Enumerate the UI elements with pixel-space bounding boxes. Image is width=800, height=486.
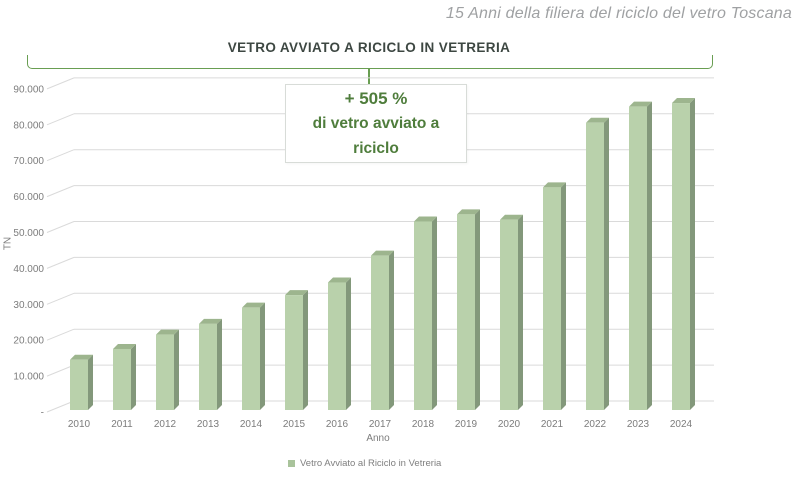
- gridline-depth-connector: [46, 256, 75, 269]
- legend-marker-square: [288, 460, 295, 467]
- brace-stem: [368, 68, 370, 85]
- x-tick-label-2013: 2013: [197, 419, 220, 430]
- x-tick-label-2018: 2018: [412, 419, 435, 430]
- y-tick-label: 30.000: [13, 300, 44, 311]
- annotation-line1: + 505 %: [344, 89, 408, 108]
- bar-2021: [543, 182, 566, 410]
- y-tick-label: 20.000: [13, 336, 44, 347]
- x-tick-label-2012: 2012: [154, 419, 177, 430]
- gridline-depth-connector: [46, 364, 75, 377]
- gridline-depth-connector: [46, 328, 75, 341]
- x-tick-label-2015: 2015: [283, 419, 306, 430]
- x-tick-label-2020: 2020: [498, 419, 521, 430]
- bar-2010: [70, 354, 93, 410]
- x-tick-label-2014: 2014: [240, 419, 263, 430]
- x-tick-label-2016: 2016: [326, 419, 349, 430]
- y-tick-label: 60.000: [13, 192, 44, 203]
- y-tick-label: 90.000: [13, 84, 44, 95]
- chart-title: VETRO AVVIATO A RICICLO IN VETRERIA: [227, 40, 511, 55]
- x-tick-label-2021: 2021: [541, 419, 564, 430]
- y-tick-label: 80.000: [13, 120, 44, 131]
- bar-2015: [285, 290, 308, 410]
- gridline-depth-connector: [46, 113, 75, 126]
- y-tick-label: 50.000: [13, 228, 44, 239]
- bar-2019: [457, 209, 480, 410]
- gridline-depth-connector: [46, 221, 75, 233]
- y-tick-label: -: [41, 408, 44, 419]
- y-tick-label: 70.000: [13, 156, 44, 167]
- gridline-depth-connector: [46, 292, 75, 305]
- x-tick-label-2022: 2022: [584, 419, 607, 430]
- gridline-depth-connector: [46, 77, 75, 90]
- x-tick-label-2019: 2019: [455, 419, 478, 430]
- annotation-line3: riciclo: [353, 140, 399, 157]
- x-axis-title: Anno: [366, 433, 390, 444]
- x-tick-label-2023: 2023: [627, 419, 650, 430]
- brace-bracket: [27, 55, 713, 69]
- bar-2023: [629, 101, 652, 411]
- bar-2024: [672, 98, 695, 411]
- bar-2013: [199, 318, 222, 410]
- annotation-callout: + 505 % di vetro avviato a riciclo: [285, 84, 467, 163]
- bar-chart-plot-area: 90.000 80.000 70.000 60.000 50.000 40.000 30.0…: [13, 77, 714, 444]
- bar-2012: [156, 329, 179, 410]
- bar-2022: [586, 117, 609, 411]
- x-tick-label-2024: 2024: [670, 419, 693, 430]
- slide-subtitle: 15 Anni della filiera del riciclo del ve…: [445, 5, 792, 22]
- x-tick-label-2017: 2017: [369, 419, 392, 430]
- bar-2011: [113, 343, 136, 410]
- y-tick-label: 10.000: [13, 372, 44, 383]
- bar-2016: [328, 277, 351, 410]
- bar-2020: [500, 214, 523, 410]
- legend-label: Vetro Avviato al Riciclo in Vetreria: [300, 458, 442, 469]
- x-tick-label-2011: 2011: [111, 419, 133, 430]
- gridline-depth-connector: [46, 185, 75, 198]
- bar-2017: [371, 250, 394, 410]
- annotation-line2: di vetro avviato a: [312, 115, 440, 132]
- y-tick-label: 40.000: [13, 264, 44, 275]
- x-tick-label-2010: 2010: [68, 419, 91, 430]
- chart-legend: Vetro Avviato al Riciclo in Vetreria: [288, 458, 441, 469]
- bar-2014: [242, 302, 265, 410]
- gridline-depth-connector: [46, 149, 75, 162]
- gridline-depth-connector: [46, 400, 75, 413]
- bar-2018: [414, 216, 437, 410]
